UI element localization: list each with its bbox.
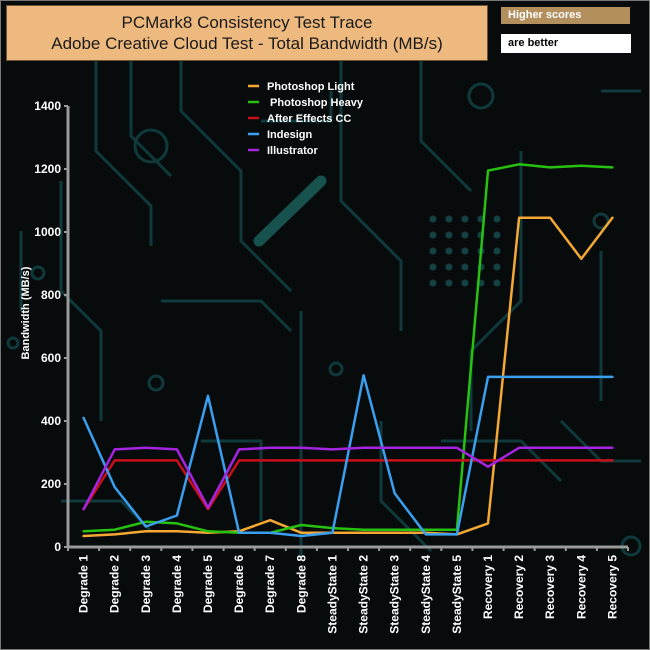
circuit-track [161, 299, 293, 333]
circuit-slot [253, 175, 327, 247]
circuit-via [133, 128, 169, 164]
x-tick-label: SteadyState 2 [357, 555, 371, 634]
circuit-via [6, 336, 20, 350]
series-line-photoshop-light [82, 216, 614, 538]
legend-label: After Effects CC [267, 113, 351, 125]
y-tick-label: 400 [41, 414, 61, 428]
x-tick-label: SteadyState 4 [419, 555, 433, 634]
circuit-pad [493, 231, 501, 239]
circuit-via [147, 374, 165, 392]
are-better-note: are better [501, 34, 631, 53]
y-tick-label: 1400 [34, 99, 61, 113]
x-axis: Degrade 1 Degrade 2 Degrade 3 Degrade 4 Degr… [67, 545, 629, 634]
circuit-pad [461, 231, 469, 239]
x-tick-label: Degrade 6 [232, 555, 246, 613]
x-tick-label: Degrade 5 [201, 555, 215, 613]
circuit-pad [445, 231, 453, 239]
circuit-pad [493, 263, 501, 271]
x-tick-label: Recovery 3 [543, 555, 557, 619]
y-tick-label: 1000 [34, 225, 61, 239]
circuit-track [201, 439, 263, 521]
x-tick-label: SteadyState 1 [325, 555, 339, 634]
series-line-indesign [82, 374, 614, 538]
chart-title-box: PCMark8 Consistency Test Trace Adobe Cre… [6, 5, 488, 61]
circuit-via [592, 212, 610, 230]
circuit-pad [493, 279, 501, 287]
circuit-track [129, 61, 173, 178]
y-tick-label: 200 [41, 477, 61, 491]
circuit-background [6, 61, 642, 561]
circuit-track [559, 419, 641, 463]
legend-label: Indesign [267, 129, 313, 141]
circuit-pad [429, 231, 437, 239]
x-tick-label: SteadyState 3 [388, 555, 402, 634]
chart-title: PCMark8 Consistency Test Trace [121, 13, 373, 32]
plot-area [82, 163, 614, 538]
series-line-photoshop-heavy [82, 163, 614, 535]
circuit-via [30, 265, 46, 281]
circuit-track [419, 61, 473, 193]
circuit-track [179, 61, 293, 293]
circuit-pad [429, 263, 437, 271]
circuit-pad [461, 279, 469, 287]
x-tick-label: Degrade 4 [170, 555, 184, 613]
legend-label: Photoshop Light [267, 81, 355, 93]
circuit-pad [461, 215, 469, 223]
circuit-track [469, 151, 523, 431]
circuit-pad [429, 247, 437, 255]
series-line-after-effects-cc [82, 459, 614, 511]
y-tick-label: 1200 [34, 162, 61, 176]
legend-label: Illustrator [267, 145, 318, 157]
circuit-pad [445, 279, 453, 287]
x-tick-label: Recovery 1 [481, 555, 495, 619]
circuit-pad [429, 279, 437, 287]
x-tick-label: Degrade 8 [294, 555, 308, 613]
circuit-pad [445, 247, 453, 255]
circuit-pad [445, 215, 453, 223]
legend-label: Photoshop Heavy [267, 97, 364, 109]
circuit-pad [445, 263, 453, 271]
y-axis: 0 200 400 600 800 1000 1200 1400 [34, 99, 70, 554]
x-tick-label: Degrade 3 [139, 555, 153, 613]
circuit-track [59, 181, 103, 421]
circuit-pad [429, 215, 437, 223]
chart-subtitle: Adobe Creative Cloud Test - Total Bandwi… [51, 34, 443, 53]
circuit-pad [493, 247, 501, 255]
x-tick-label: Degrade 1 [77, 555, 91, 613]
y-tick-label: 800 [41, 288, 61, 302]
circuit-pad [461, 247, 469, 255]
circuit-track [339, 61, 403, 331]
circuit-pad [461, 263, 469, 271]
x-tick-label: SteadyState 5 [450, 555, 464, 634]
x-tick-label: Recovery 5 [605, 555, 619, 619]
circuit-track [261, 91, 333, 123]
y-axis-label: Bandwidth (MB/s) [20, 266, 32, 359]
circuit-pad [493, 215, 501, 223]
y-tick-label: 0 [54, 540, 61, 554]
circuit-track [94, 61, 153, 246]
x-tick-label: Degrade 2 [108, 555, 122, 613]
circuit-track [441, 439, 563, 483]
series-line-illustrator [82, 446, 614, 511]
higher-scores-note: Higher scores [501, 7, 630, 24]
circuit-via [467, 82, 495, 110]
y-tick-label: 600 [41, 351, 61, 365]
x-tick-label: Recovery 2 [512, 555, 526, 619]
legend: Photoshop Light Photoshop Heavy After Eff… [248, 81, 364, 157]
x-tick-label: Recovery 4 [574, 555, 588, 619]
circuit-via [328, 361, 344, 377]
x-tick-label: Degrade 7 [263, 555, 277, 613]
